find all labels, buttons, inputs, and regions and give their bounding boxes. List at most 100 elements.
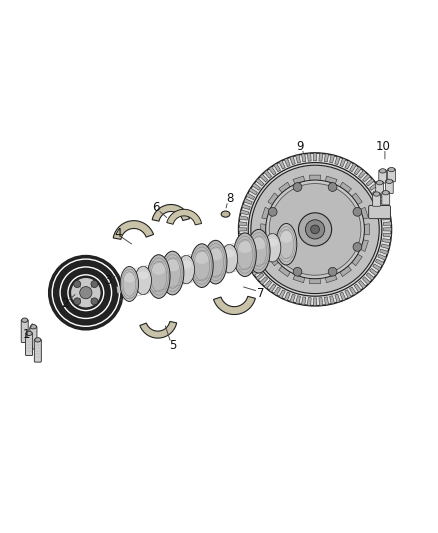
Polygon shape [239,233,247,237]
FancyBboxPatch shape [376,182,384,195]
Ellipse shape [388,167,395,172]
Circle shape [268,243,277,251]
Polygon shape [261,240,270,252]
Polygon shape [244,199,252,205]
Text: 5: 5 [170,338,177,352]
Polygon shape [264,170,272,178]
Ellipse shape [181,261,192,269]
Polygon shape [319,153,323,161]
Text: 9: 9 [296,140,304,153]
Polygon shape [260,174,268,182]
Polygon shape [301,297,306,305]
Polygon shape [370,183,378,190]
FancyBboxPatch shape [25,333,32,356]
Polygon shape [307,153,311,161]
Ellipse shape [30,325,36,329]
Ellipse shape [251,237,266,249]
Polygon shape [340,292,346,301]
FancyBboxPatch shape [369,206,391,219]
Text: 7: 7 [257,287,264,300]
Polygon shape [358,170,366,178]
Circle shape [248,163,382,296]
Polygon shape [380,204,388,209]
Polygon shape [363,174,370,182]
Ellipse shape [35,338,41,342]
Polygon shape [340,158,346,167]
Polygon shape [381,210,390,215]
Text: 4: 4 [114,227,121,240]
Polygon shape [375,259,384,265]
Ellipse shape [138,271,148,279]
Polygon shape [319,297,323,305]
Polygon shape [239,222,247,225]
Polygon shape [345,290,351,298]
Polygon shape [264,280,272,288]
Circle shape [251,165,379,294]
Ellipse shape [382,190,389,195]
Polygon shape [307,297,311,305]
Polygon shape [330,155,335,163]
Polygon shape [260,277,268,285]
Polygon shape [375,193,384,199]
Polygon shape [167,209,201,225]
FancyBboxPatch shape [21,320,28,343]
Polygon shape [249,188,258,195]
Polygon shape [354,167,361,175]
Ellipse shape [120,266,138,302]
Polygon shape [383,233,391,237]
Circle shape [266,180,364,279]
Polygon shape [239,228,247,231]
Polygon shape [335,156,340,165]
Polygon shape [360,240,368,252]
FancyBboxPatch shape [34,340,41,362]
Text: 1: 1 [22,328,30,341]
FancyBboxPatch shape [388,169,396,182]
Ellipse shape [26,331,32,335]
Polygon shape [363,277,370,285]
Circle shape [353,243,362,251]
Polygon shape [360,207,368,219]
Ellipse shape [147,255,170,298]
Text: 3: 3 [104,274,111,287]
Polygon shape [268,254,278,266]
FancyBboxPatch shape [382,192,390,205]
Polygon shape [252,183,261,190]
Ellipse shape [161,251,184,295]
Polygon shape [340,266,351,277]
Polygon shape [364,224,369,235]
Polygon shape [249,264,258,271]
Ellipse shape [376,181,383,185]
Ellipse shape [224,249,235,257]
Polygon shape [279,290,285,298]
Circle shape [49,256,123,330]
Circle shape [293,268,302,276]
Polygon shape [370,269,378,276]
Circle shape [74,280,81,287]
Ellipse shape [373,192,380,196]
Ellipse shape [208,248,223,261]
Polygon shape [378,254,386,260]
Ellipse shape [178,255,194,284]
Polygon shape [301,154,306,162]
FancyBboxPatch shape [379,170,387,183]
Polygon shape [240,244,249,249]
Polygon shape [325,176,337,184]
Circle shape [311,225,319,234]
Polygon shape [113,221,154,239]
Polygon shape [330,296,335,304]
Ellipse shape [276,223,297,265]
Ellipse shape [386,179,392,183]
Polygon shape [279,182,290,192]
Circle shape [91,298,98,305]
Ellipse shape [264,233,281,262]
Circle shape [80,287,92,299]
Polygon shape [213,296,255,314]
Ellipse shape [194,252,209,264]
Polygon shape [381,244,390,249]
Ellipse shape [21,318,28,322]
Polygon shape [324,297,328,305]
Polygon shape [244,254,252,260]
Polygon shape [256,179,264,186]
Polygon shape [252,269,261,276]
Ellipse shape [237,241,252,253]
